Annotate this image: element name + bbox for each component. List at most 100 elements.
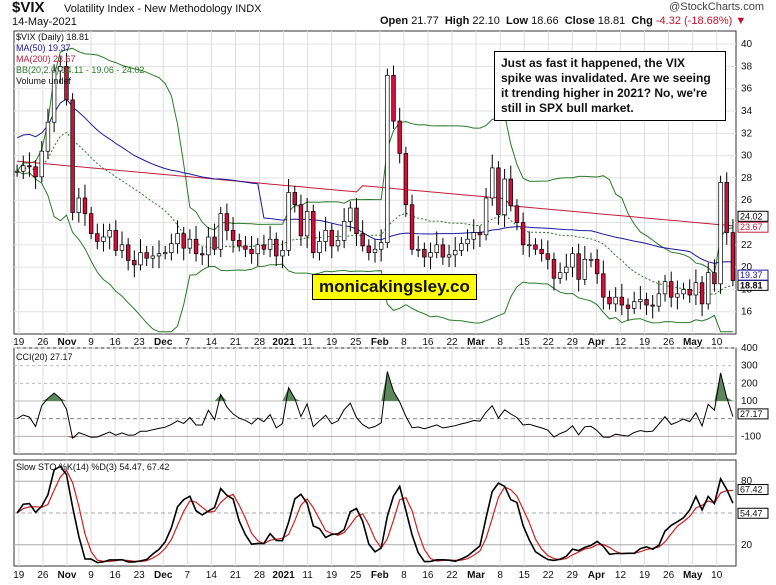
ma50-line (16, 98, 733, 264)
candle (113, 229, 119, 251)
y-tick-label: 34 (741, 106, 753, 117)
x-tick-label: 19 (13, 337, 25, 348)
x-tick-label: 23 (134, 337, 146, 348)
last-value-label: 19.37 (740, 270, 763, 280)
x-tick-label: 7 (184, 337, 190, 348)
x-tick-label: 11 (302, 337, 313, 348)
candle (181, 233, 186, 249)
candle (237, 240, 242, 247)
x-tick-label: Feb (371, 337, 389, 348)
sto-k-line (16, 465, 734, 564)
candle (477, 232, 483, 236)
candle (496, 167, 501, 216)
candle (138, 252, 143, 266)
candle (200, 253, 205, 256)
x-tick-label: 21 (230, 337, 242, 348)
candle (76, 197, 81, 213)
symbol-label: $VIX (12, 0, 45, 16)
candle (88, 213, 94, 235)
x-tick-label: Mar (467, 570, 485, 581)
x-tick-label: 16 (422, 570, 434, 581)
x-tick-label: 28 (254, 570, 266, 581)
x-tick-label: 22 (543, 570, 555, 581)
x-tick-label: 28 (254, 337, 266, 348)
candle (502, 178, 507, 216)
legend-ma200: MA(200) 23.67 (16, 54, 76, 64)
candle (706, 272, 711, 305)
candle (169, 243, 174, 253)
candle (662, 281, 668, 295)
candle (230, 229, 236, 241)
candle (206, 236, 211, 256)
x-tick-label: 26 (663, 337, 675, 348)
candle (514, 205, 520, 223)
candle (459, 243, 464, 251)
x-tick-label: 11 (302, 570, 313, 581)
candle (681, 289, 686, 295)
candle (341, 221, 347, 241)
x-tick-label: 2021 (272, 570, 295, 581)
candle (360, 233, 365, 247)
x-tick-label: May (683, 337, 703, 348)
x-tick-label: 9 (88, 570, 94, 581)
candle (354, 207, 359, 235)
candle (397, 120, 402, 154)
sto-title: Slow STO %K(14) %D(3) 54.47, 67.42 (16, 462, 170, 472)
candle (434, 244, 439, 253)
candle (261, 244, 267, 250)
candle (483, 197, 489, 236)
legend-ma50: MA(50) 19.37 (16, 43, 71, 53)
candle (335, 240, 341, 247)
y-tick-label: 80 (741, 476, 753, 487)
candle (187, 238, 193, 249)
x-tick-label: 8 (401, 337, 407, 348)
cci-line (16, 371, 734, 440)
candle (378, 242, 384, 250)
last-value-label: 23.67 (740, 222, 763, 232)
candle (415, 248, 421, 251)
open-value: 21.77 (411, 15, 439, 27)
candle (588, 258, 594, 261)
high-value: 22.10 (472, 15, 500, 27)
candle (311, 211, 316, 253)
candle (422, 248, 427, 258)
y-tick-label: 20 (741, 262, 753, 273)
x-tick-label: 9 (88, 337, 94, 348)
x-tick-label: 16 (110, 337, 122, 348)
legend-volume: Volume undef (16, 76, 72, 86)
x-tick-label: 16 (422, 337, 434, 348)
x-tick-label: 10 (711, 337, 723, 348)
y-tick-label: 300 (741, 361, 758, 372)
candle (693, 282, 699, 296)
ohlc-readout: Open 21.77 High 22.10 Low 18.66 Close 18… (380, 15, 746, 27)
candle (391, 75, 396, 122)
candle (453, 250, 458, 256)
sto-last-tag (737, 507, 769, 519)
y-tick-label: 20 (741, 540, 753, 551)
candle (687, 289, 692, 296)
cci-last-value: 27.17 (740, 409, 763, 419)
candle (570, 253, 575, 268)
y-tick-label: 30 (741, 151, 753, 162)
candle (175, 233, 180, 245)
x-tick-label: Nov (57, 570, 76, 581)
x-tick-label: 8 (497, 570, 503, 581)
x-tick-label: 26 (663, 570, 675, 581)
y-tick-label: 22 (741, 240, 753, 251)
annotation-box: Just as fast it happened, the VIX spike … (494, 51, 726, 121)
x-tick-label: 29 (567, 570, 579, 581)
x-tick-label: 8 (401, 570, 407, 581)
x-tick-label: 22 (543, 337, 555, 348)
x-tick-label: 14 (206, 337, 218, 348)
low-value: 18.66 (531, 15, 559, 27)
close-label: Close (564, 15, 595, 27)
sto-last-value: 54.47 (740, 508, 763, 518)
cci-last-tag (737, 408, 769, 420)
x-tick-label: 26 (37, 570, 49, 581)
x-tick-label: 19 (326, 570, 338, 581)
candle (280, 250, 285, 257)
high-label: High (444, 15, 470, 27)
candle (274, 238, 279, 257)
x-tick-label: Apr (588, 337, 605, 348)
last-value-label: 24.02 (740, 211, 763, 221)
